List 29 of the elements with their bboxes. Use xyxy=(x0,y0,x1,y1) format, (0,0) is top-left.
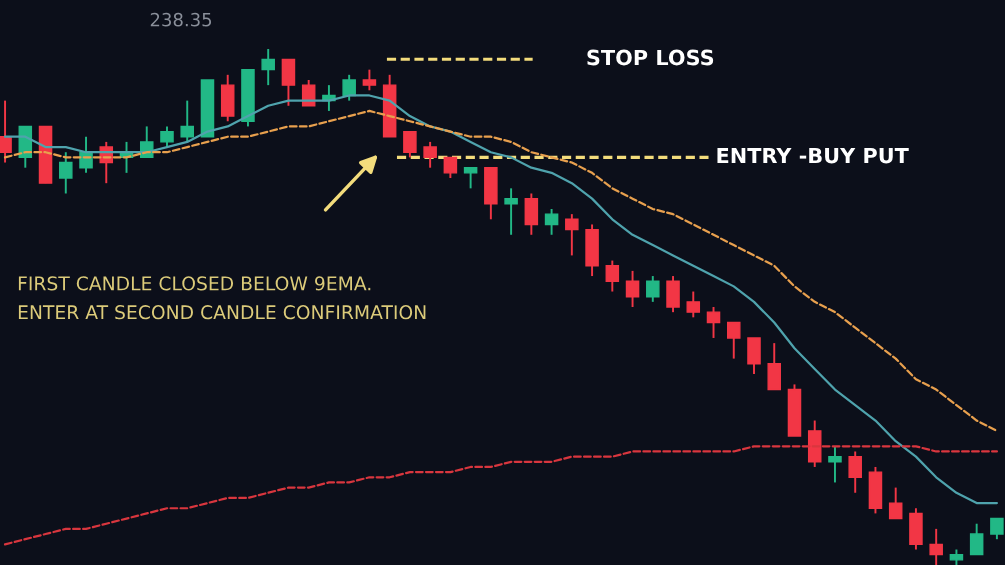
candlestick xyxy=(443,156,458,179)
ref-line-label: STOP LOSS xyxy=(587,49,714,66)
candlestick xyxy=(403,130,417,159)
candlestick xyxy=(625,269,640,308)
candlestick xyxy=(261,48,275,87)
candlestick xyxy=(848,450,862,494)
candlestick xyxy=(969,522,984,556)
annotation: FIRST CANDLE CLOSED BELOW 9EMA. ENTER AT SECOND CANDLE CONFIRMATION xyxy=(18,276,426,320)
candlestick xyxy=(160,125,174,149)
candlestick xyxy=(342,73,356,102)
candlestick xyxy=(423,140,437,169)
ref-line-label: ENTRY -BUY PUT xyxy=(717,147,909,164)
candlestick xyxy=(463,166,478,190)
candlestick xyxy=(362,68,377,92)
candlestick xyxy=(180,99,195,143)
candlestick xyxy=(929,527,943,565)
candlestick xyxy=(605,259,620,293)
candlestick xyxy=(544,208,559,236)
candlestick xyxy=(646,275,660,303)
candlestick xyxy=(706,306,721,339)
candlestick xyxy=(828,445,842,484)
candlestick xyxy=(59,151,73,195)
candlestick xyxy=(888,486,903,520)
text: 238.35 xyxy=(150,12,212,27)
candlestick xyxy=(686,290,701,319)
candlestick xyxy=(565,213,579,257)
candlestick xyxy=(504,187,518,236)
candlestick xyxy=(990,517,1004,541)
candlestick xyxy=(726,321,741,360)
